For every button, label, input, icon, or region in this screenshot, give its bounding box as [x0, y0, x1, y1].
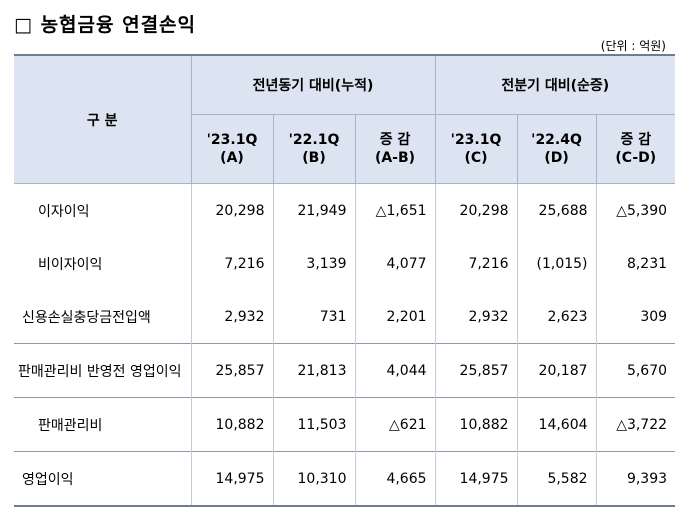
- cell: △5,390: [595, 183, 676, 237]
- cell: 731: [272, 290, 355, 344]
- section-title: □ 농협금융 연결손익: [14, 14, 197, 36]
- col-header: '23.1Q (C): [434, 114, 518, 184]
- table-row: 영업이익 14,975 10,310 4,665 14,975 5,582 9,…: [14, 451, 676, 507]
- cell: 25,857: [434, 343, 518, 398]
- table-row: 판매관리비 10,882 11,503 △621 10,882 14,604 △…: [14, 397, 676, 452]
- cell: 14,975: [190, 451, 273, 507]
- col-header: 증 감 (A-B): [354, 114, 436, 184]
- cell: 20,298: [434, 183, 518, 237]
- cell: 8,231: [595, 237, 676, 290]
- table-row: 비이자이익 7,216 3,139 4,077 7,216 (1,015) 8,…: [14, 237, 676, 290]
- cell: 11,503: [272, 397, 355, 452]
- cell: 10,310: [272, 451, 355, 507]
- row-label: 판매관리비 반영전 영업이익: [14, 343, 191, 398]
- cell: 7,216: [434, 237, 518, 290]
- cell: 10,882: [434, 397, 518, 452]
- table-row: 신용손실충당금전입액 2,932 731 2,201 2,932 2,623 3…: [14, 290, 676, 344]
- row-label: 영업이익: [14, 451, 191, 507]
- cell: 5,582: [516, 451, 597, 507]
- row-label-header: 구 분: [14, 54, 191, 184]
- col-header: 증 감 (C-D): [595, 114, 676, 184]
- income-table: 구 분 전년동기 대비(누적) 전분기 대비(순증) '23.1Q (A) '22…: [14, 54, 676, 507]
- cell: 14,604: [516, 397, 597, 452]
- col-header: '22.4Q (D): [516, 114, 597, 184]
- cell: 2,932: [434, 290, 518, 344]
- table-row: 판매관리비 반영전 영업이익 25,857 21,813 4,044 25,85…: [14, 343, 676, 398]
- cell: 25,688: [516, 183, 597, 237]
- row-label: 신용손실충당금전입액: [22, 309, 151, 326]
- row-label: 비이자이익: [38, 256, 103, 273]
- cell: 20,298: [190, 183, 273, 237]
- cell: △3,722: [595, 397, 676, 452]
- cell: 14,975: [434, 451, 518, 507]
- cell: 309: [595, 290, 676, 344]
- group-header-qoq: 전분기 대비(순증): [434, 54, 676, 115]
- cell: 25,857: [190, 343, 273, 398]
- cell: 4,044: [354, 343, 436, 398]
- col-header: '23.1Q (A): [190, 114, 273, 184]
- cell: 20,187: [516, 343, 597, 398]
- cell: 4,665: [354, 451, 436, 507]
- cell: △1,651: [354, 183, 436, 237]
- col-header: '22.1Q (B): [272, 114, 355, 184]
- cell: 2,623: [516, 290, 597, 344]
- cell: 21,949: [272, 183, 355, 237]
- cell: 10,882: [190, 397, 273, 452]
- cell: 2,201: [354, 290, 436, 344]
- cell: 5,670: [595, 343, 676, 398]
- cell: 3,139: [272, 237, 355, 290]
- row-label: 판매관리비: [14, 397, 191, 452]
- unit-note: (단위 : 억원): [600, 39, 666, 53]
- cell: (1,015): [516, 237, 597, 290]
- cell: 7,216: [190, 237, 273, 290]
- cell: △621: [354, 397, 436, 452]
- cell: 4,077: [354, 237, 436, 290]
- cell: 9,393: [595, 451, 676, 507]
- cell: 21,813: [272, 343, 355, 398]
- group-header-yoy: 전년동기 대비(누적): [190, 54, 436, 115]
- cell: 2,932: [190, 290, 273, 344]
- table-row: 이자이익 20,298 21,949 △1,651 20,298 25,688 …: [14, 183, 676, 237]
- row-label: 이자이익: [38, 203, 90, 220]
